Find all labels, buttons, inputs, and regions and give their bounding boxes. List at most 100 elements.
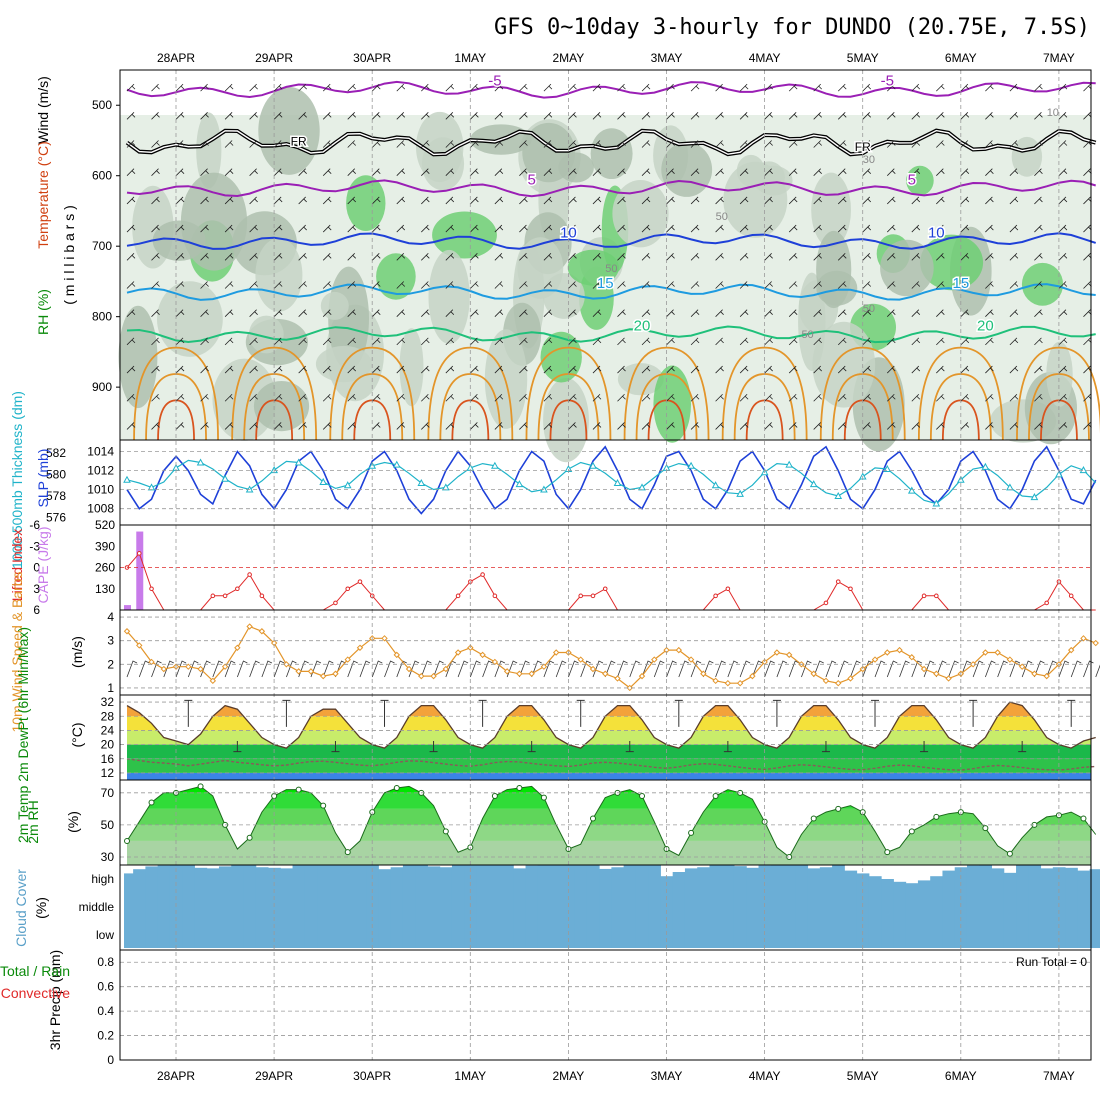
wind-barb	[568, 83, 577, 92]
ylabel-cloud: Cloud Cover	[13, 869, 29, 947]
wind-barb	[715, 393, 724, 402]
wind-barb	[273, 309, 283, 317]
rh-point	[197, 783, 204, 790]
wind-speed-point	[945, 675, 952, 682]
cloud-high-bar	[599, 868, 612, 893]
wind-barb	[617, 337, 626, 346]
temp-min-bar	[625, 741, 634, 753]
cape-bar	[136, 531, 144, 610]
temp-max-bar	[1067, 699, 1076, 727]
wind-barb	[911, 83, 921, 92]
wind-barb	[764, 83, 773, 92]
cloud-mid-bar	[599, 893, 612, 948]
cloud-high-bar	[893, 881, 907, 893]
thickness-tick-label: 576	[46, 511, 66, 525]
wind-barb	[690, 337, 700, 346]
wind-barb	[764, 422, 773, 430]
wind-barb	[494, 309, 504, 317]
temp-max-bar	[478, 699, 487, 727]
rh-blob	[812, 321, 876, 408]
wind-barb	[175, 281, 185, 289]
wind-speed-point	[307, 668, 315, 675]
surface-wind-barb	[457, 660, 469, 678]
wind-barb	[568, 281, 577, 289]
wind-barb	[249, 309, 258, 317]
cloud-mid-bar	[623, 893, 637, 948]
li-tick-label: 3	[33, 582, 40, 596]
wind-barb	[764, 224, 773, 233]
cloud-mid-bar	[807, 893, 821, 948]
cloud-high-bar	[255, 867, 269, 893]
wind-barb	[788, 168, 798, 176]
wind-barb	[1009, 337, 1019, 346]
wind-barb	[985, 365, 994, 374]
surface-wind-barb	[224, 660, 236, 678]
cloud-mid-bar	[255, 893, 269, 948]
wind-barb	[151, 168, 160, 176]
surface-wind-barb	[568, 660, 579, 678]
cloud-high-bar	[991, 868, 1005, 893]
slp-tick-label: 1010	[87, 483, 114, 497]
wind-barb	[1009, 281, 1019, 289]
wind-barb	[568, 253, 577, 261]
cloud-high-bar	[488, 865, 502, 893]
wind-barb	[151, 365, 160, 374]
wind-barb	[224, 112, 234, 120]
cape-bar	[124, 605, 131, 610]
wind-barb	[886, 140, 896, 148]
wind-barb	[739, 140, 749, 148]
cloud-high-bar	[684, 868, 698, 893]
chart-title: GFS 0~10day 3-hourly for DUNDO (20.75E, …	[494, 15, 1090, 40]
cloud-high-bar	[206, 868, 220, 893]
isotherm-label: 5	[527, 171, 535, 188]
cloud-high-bar	[317, 865, 330, 893]
cloud-high-bar	[133, 869, 146, 893]
wind-barb	[764, 196, 773, 205]
thickness-point	[932, 499, 941, 507]
wind-barb	[347, 224, 357, 233]
thickness-point	[981, 462, 990, 470]
cloud-mid-bar	[832, 893, 845, 948]
wind-barb	[322, 422, 332, 430]
wind-barb	[960, 309, 970, 317]
wind-barb	[322, 281, 332, 289]
wind-barb	[298, 253, 307, 261]
thickness-point	[196, 458, 205, 466]
rh-blob	[253, 381, 310, 432]
wind-barb	[175, 309, 185, 317]
wind-barb	[862, 196, 872, 205]
wind-barb	[421, 309, 430, 317]
wind-barb	[126, 140, 136, 148]
wind-barb	[886, 168, 896, 176]
wind-speed-point	[614, 675, 621, 682]
cloud-mid-bar	[648, 893, 661, 948]
rh-point	[884, 849, 891, 856]
lifted-index-point	[934, 593, 939, 599]
wind-barb	[911, 140, 921, 148]
rh-blob	[661, 142, 713, 197]
date-label-top: 3MAY	[651, 51, 683, 65]
wind-barb	[1009, 224, 1019, 233]
wind-barb	[273, 168, 283, 176]
surface-wind-barb	[653, 660, 665, 678]
wind-barb	[1009, 309, 1019, 317]
wind-barb	[543, 253, 553, 261]
surface-wind-barb	[727, 660, 739, 678]
rh-blob	[428, 249, 470, 344]
wind-barb	[592, 168, 602, 176]
surface-wind-barb	[359, 660, 371, 678]
lifted-index-point	[222, 593, 228, 599]
wind-barb	[543, 83, 553, 92]
wind-speed-point	[1080, 635, 1087, 642]
temp-line	[126, 701, 1096, 749]
surface-wind-barb	[1046, 660, 1057, 678]
wind-barb	[494, 281, 504, 289]
surface-wind-barb	[604, 660, 616, 678]
wind-speed-point	[1018, 663, 1026, 670]
wind-barb	[347, 253, 357, 261]
cloud-high-bar	[1089, 869, 1100, 893]
cloud-mid-bar	[292, 893, 306, 948]
wind-speed-point	[994, 649, 1001, 656]
wind-barb	[985, 224, 994, 233]
isotherm-10	[126, 232, 1097, 250]
